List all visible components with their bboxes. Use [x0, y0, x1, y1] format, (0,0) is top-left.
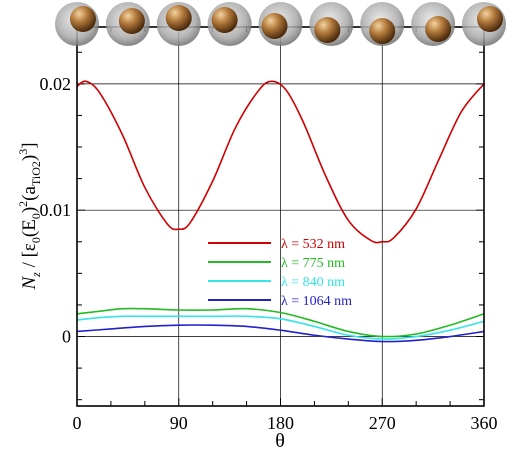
series-line-1: [76, 80, 485, 244]
x-tick-label: 360: [471, 413, 498, 433]
legend: λ = 532 nm λ = 775 nm λ = 840 nm λ = 1064 n…: [208, 237, 352, 309]
legend-label: λ = 840 nm: [281, 275, 345, 290]
x-tick-label: 180: [267, 413, 294, 433]
particle-illustrations: [55, 2, 506, 46]
x-tick-label: 0: [73, 413, 82, 433]
series-line-3: [76, 315, 485, 340]
core-shell-particle-icon: [55, 2, 99, 46]
y-tick-labels: 0 0.01 0.02: [40, 74, 72, 347]
x-tick-label: 270: [369, 413, 396, 433]
core-shell-particle-icon: [411, 2, 456, 46]
series-line-2: [76, 307, 485, 338]
core-shell-particle-icon: [207, 2, 252, 46]
x-axis-label: θ: [275, 430, 285, 452]
legend-label: λ = 1064 nm: [281, 294, 352, 309]
y-tick-label: 0.02: [40, 74, 72, 94]
legend-label: λ = 532 nm: [281, 237, 345, 252]
x-tick-label: 90: [170, 413, 188, 433]
y-tick-label: 0: [62, 327, 71, 347]
core-shell-particle-icon: [309, 2, 354, 46]
core-shell-particle-icon: [360, 2, 405, 46]
series-lines: [76, 80, 485, 343]
y-tick-label: 0.01: [40, 200, 72, 220]
core-shell-particle-icon: [462, 2, 506, 46]
legend-label: λ = 775 nm: [281, 256, 345, 271]
series-line-4: [76, 324, 485, 343]
core-shell-particle-icon: [156, 2, 201, 46]
x-tick-labels: 0 90 180 270 360: [73, 413, 498, 433]
core-shell-particle-icon: [258, 2, 303, 46]
core-shell-particle-icon: [105, 2, 150, 46]
y-axis-label: Nz / [ε0(E0)2(aTiO2)3]: [16, 142, 43, 290]
